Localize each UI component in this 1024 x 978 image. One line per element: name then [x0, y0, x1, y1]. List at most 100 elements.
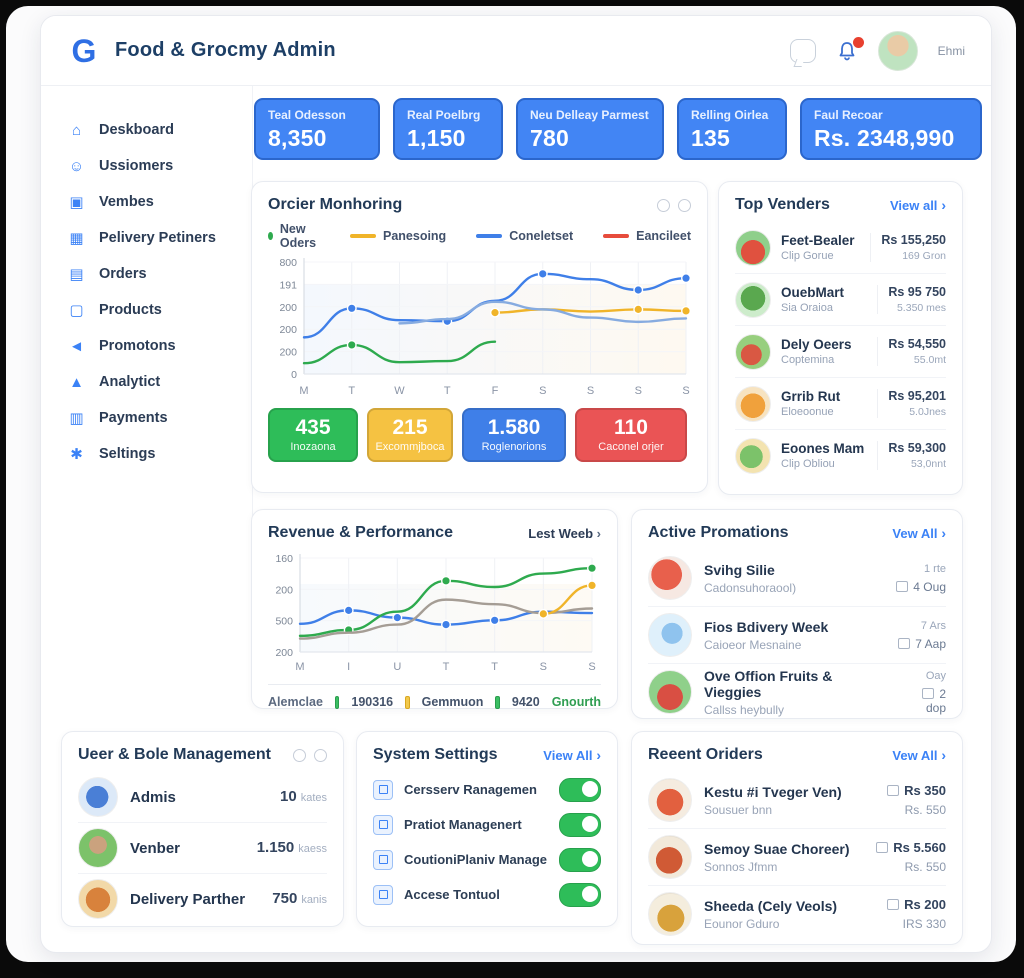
svg-text:T: T: [444, 385, 451, 397]
stat-value: 435: [295, 416, 331, 439]
sidebar-item-label: Vembes: [99, 194, 154, 210]
order-row[interactable]: Sheeda (Cely Veols) Eounor Gduro Rs 200 …: [648, 886, 946, 942]
panel-menu-icons[interactable]: [657, 198, 691, 212]
promotion-row[interactable]: Ove Offion Fruits & Vieggies Callss heyb…: [648, 664, 946, 720]
user-role-management-panel: Ueer & Bole Management Admis 10 kates Ven…: [61, 731, 344, 927]
promotion-meta: Oay: [925, 669, 946, 682]
order-amount: Rs 350: [887, 783, 946, 798]
sidebar-item-settings[interactable]: ✱ Seltings: [67, 436, 252, 472]
stat-value: 110: [614, 416, 648, 439]
svg-text:S: S: [635, 385, 642, 397]
panel-option-icon: [657, 198, 670, 212]
legend-cancelled: Eancileet: [603, 229, 691, 243]
svg-text:S: S: [588, 661, 595, 673]
vendor-sub-value: 5.350 mes: [896, 302, 946, 314]
panel-title: Top Venders: [735, 196, 830, 213]
role-count: 750 kanis: [272, 890, 327, 907]
stat-label: Caconel orjer: [598, 441, 664, 453]
sidebar: ⌂ Deskboard ☺ Ussiomers ▣ Vembes ▦ Peliv…: [41, 86, 253, 702]
panel-title: Reeent Oriders: [648, 746, 763, 763]
panel-title: Active Promations: [648, 524, 789, 541]
svg-text:200: 200: [275, 584, 293, 596]
order-stat-boxes: 435 Inozaona 215 Excommjboca 1.580 Rogle…: [268, 408, 691, 462]
orders-view-all-link[interactable]: Vew All: [892, 747, 946, 763]
order-row[interactable]: Kestu #i Tveger Ven) Sousuer bnn Rs 350 …: [648, 772, 946, 829]
legend-completed: Coneletset: [476, 229, 573, 243]
coupon-management-icon: [373, 849, 393, 870]
sidebar-item-analytics[interactable]: ▲ Analytict: [67, 364, 252, 400]
panel-menu-icons[interactable]: [293, 748, 327, 762]
sidebar-item-label: Payments: [99, 410, 168, 426]
sidebar-item-deskboard[interactable]: ⌂ Deskboard: [67, 112, 252, 148]
vendor-row[interactable]: Eoones Mam Clip Obliou Rs 59,300 53,0nnt: [735, 430, 946, 481]
app-window: G Food & Grocmy Admin Ehmi ⌂ Deskboard ☺…: [40, 15, 992, 953]
vendors-view-all-link[interactable]: View all: [890, 197, 946, 213]
vendor-value: Rs 59,300: [888, 441, 946, 455]
svg-text:T: T: [491, 661, 498, 673]
cash-icon: [887, 785, 900, 796]
vendor-sub-value: 169 Gron: [902, 250, 946, 262]
role-row[interactable]: Delivery Parther 750 kanis: [78, 874, 327, 924]
panel-title: System Settings: [373, 746, 498, 763]
promotions-view-all-link[interactable]: Vew All: [892, 525, 946, 541]
vendor-row[interactable]: Dely Oeers Coptemina Rs 54,550 55.0mt: [735, 326, 946, 378]
vendor-row[interactable]: OuebMart Sia Oraioa Rs 95 750 5.350 mes: [735, 274, 946, 326]
sidebar-item-customers[interactable]: ☺ Ussiomers: [67, 148, 252, 184]
svg-text:200: 200: [279, 347, 297, 359]
promotion-avatar: [648, 556, 692, 600]
vendors-icon: ▣: [69, 193, 84, 211]
setting-toggle[interactable]: [559, 812, 601, 837]
svg-text:T: T: [443, 661, 450, 673]
settings-view-all-link[interactable]: View All: [543, 747, 601, 763]
order-amount-secondary: Rs. 550: [904, 860, 946, 874]
svg-text:F: F: [492, 385, 499, 397]
order-food-avatar: [648, 835, 692, 879]
app-logo: G: [71, 32, 97, 69]
vendor-name: Grrib Rut: [781, 389, 841, 404]
stat-card-value: 135: [691, 125, 730, 151]
user-avatar[interactable]: [877, 30, 918, 71]
promotions-icon: ◄: [69, 337, 84, 355]
vendor-avatar: [735, 437, 771, 474]
promotion-row[interactable]: Svihg Silie Cadonsuhoraool) 1 rte 4 Oug: [648, 550, 946, 607]
role-row[interactable]: Admis 10 kates: [78, 772, 327, 823]
sidebar-item-products[interactable]: ▢ Products: [67, 292, 252, 328]
vendor-row[interactable]: Feet-Bealer Clip Gorue Rs 155,250 169 Gr…: [735, 222, 946, 274]
svg-text:S: S: [682, 385, 689, 397]
stat-card-label: Teal Odesson: [268, 108, 346, 122]
sidebar-item-label: Orders: [99, 266, 147, 282]
chat-icon[interactable]: [789, 38, 816, 63]
stat-card-total-orders: Teal Odesson 8,350: [254, 98, 380, 160]
sidebar-item-promotions[interactable]: ◄ Promotons: [67, 328, 252, 364]
notifications-button[interactable]: [836, 36, 864, 62]
setting-toggle[interactable]: [559, 882, 601, 907]
setting-toggle[interactable]: [559, 847, 601, 872]
order-sub: Sousuer bnn: [704, 802, 773, 817]
sidebar-item-orders[interactable]: ▤ Orders: [67, 256, 252, 292]
order-name: Semoy Suae Choreer): [704, 840, 850, 857]
promotion-meta: 2 dop: [900, 687, 946, 715]
order-row[interactable]: Semoy Suae Choreer) Sonnos Jfmm Rs 5.560…: [648, 829, 946, 886]
promotion-meta: 7 Ars: [920, 619, 946, 632]
role-name: Delivery Parther: [130, 890, 246, 908]
vendor-value: Rs 95 750: [888, 285, 946, 299]
sidebar-item-label: Pelivery Petiners: [99, 230, 216, 246]
sidebar-item-vendors[interactable]: ▣ Vembes: [67, 184, 252, 220]
revenue-period-selector[interactable]: Lest Weeb: [528, 526, 601, 541]
revenue-performance-panel: Revenue & Performance Lest Weeb M I U T T S S 1…: [251, 509, 618, 709]
svg-text:S: S: [539, 385, 546, 397]
payments-icon: ▥: [69, 409, 84, 427]
role-row[interactable]: Venber 1.150 kaess: [78, 823, 327, 874]
order-monitoring-chart: M T W T F S S S S 800 191 200 200 200 0: [279, 257, 692, 397]
setting-toggle[interactable]: [559, 777, 601, 802]
order-food-avatar: [648, 892, 692, 936]
vendor-row[interactable]: Grrib Rut Eloeoonue Rs 95,201 5.0Jnes: [735, 378, 946, 430]
svg-text:I: I: [347, 661, 350, 673]
promotion-row[interactable]: Fios Bdivery Week Caioeor Mesnaine 7 Ars…: [648, 607, 946, 664]
sidebar-item-delivery-partners[interactable]: ▦ Pelivery Petiners: [67, 220, 252, 256]
stat-card-total-revenue: Faul Recoar Rs. 2348,990: [800, 98, 982, 160]
category-management-icon: [373, 779, 393, 800]
sidebar-item-payments[interactable]: ▥ Payments: [67, 400, 252, 436]
order-amount-secondary: IRS 330: [902, 917, 946, 931]
role-avatar: [78, 777, 118, 817]
